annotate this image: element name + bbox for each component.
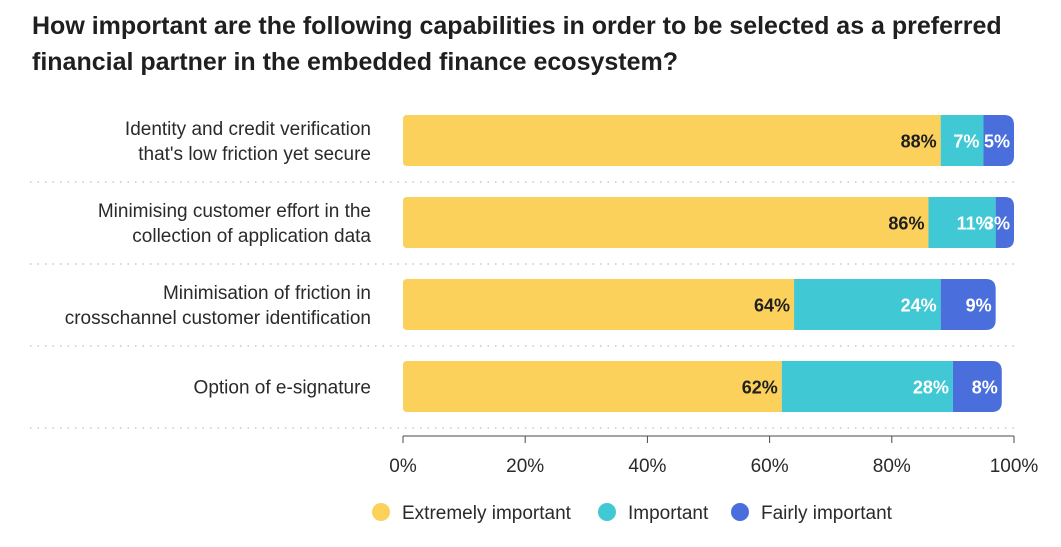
value-label: 64% <box>754 296 790 316</box>
bar-segment <box>940 279 996 330</box>
value-label: 86% <box>888 214 924 234</box>
x-tick-label: 40% <box>628 456 666 477</box>
legend-label: Fairly important <box>761 503 893 524</box>
bar-segment <box>940 115 984 166</box>
value-label: 7% <box>953 132 979 152</box>
category-label: Minimisation of friction in crosschannel … <box>65 283 371 329</box>
bar-segment <box>983 115 1014 166</box>
category-label: Identity and credit verification that's l… <box>125 119 371 165</box>
bar-segment <box>928 197 996 248</box>
value-label: 8% <box>972 378 998 398</box>
bar-segment <box>403 279 795 330</box>
value-label: 88% <box>901 132 937 152</box>
value-label: 3% <box>984 214 1010 234</box>
value-label: 62% <box>742 378 778 398</box>
bar-segment <box>794 279 941 330</box>
value-label: 28% <box>913 378 949 398</box>
legend-marker <box>598 503 616 521</box>
legend-label: Extremely important <box>402 503 572 524</box>
category-label: Minimising customer effort in the collect… <box>98 201 372 247</box>
value-label: 24% <box>901 296 937 316</box>
bar-segment <box>952 361 1002 412</box>
value-label: 5% <box>984 132 1010 152</box>
x-tick-label: 60% <box>751 456 789 477</box>
legend-marker <box>731 503 749 521</box>
bar-segment <box>403 197 929 248</box>
value-label: 11% <box>957 214 992 234</box>
bar-segment <box>995 197 1014 248</box>
x-tick-label: 0% <box>389 456 417 477</box>
legend-marker <box>372 503 390 521</box>
bar-segment <box>403 115 941 166</box>
chart-title: How important are the following capabili… <box>32 12 1002 76</box>
x-tick-label: 100% <box>990 456 1039 477</box>
x-tick-label: 80% <box>873 456 911 477</box>
bar-segment <box>781 361 953 412</box>
legend-label: Important <box>628 503 709 524</box>
category-label: Option of e-signature <box>194 378 371 399</box>
x-tick-label: 20% <box>506 456 544 477</box>
value-label: 9% <box>966 296 992 316</box>
bar-segment <box>403 361 782 412</box>
